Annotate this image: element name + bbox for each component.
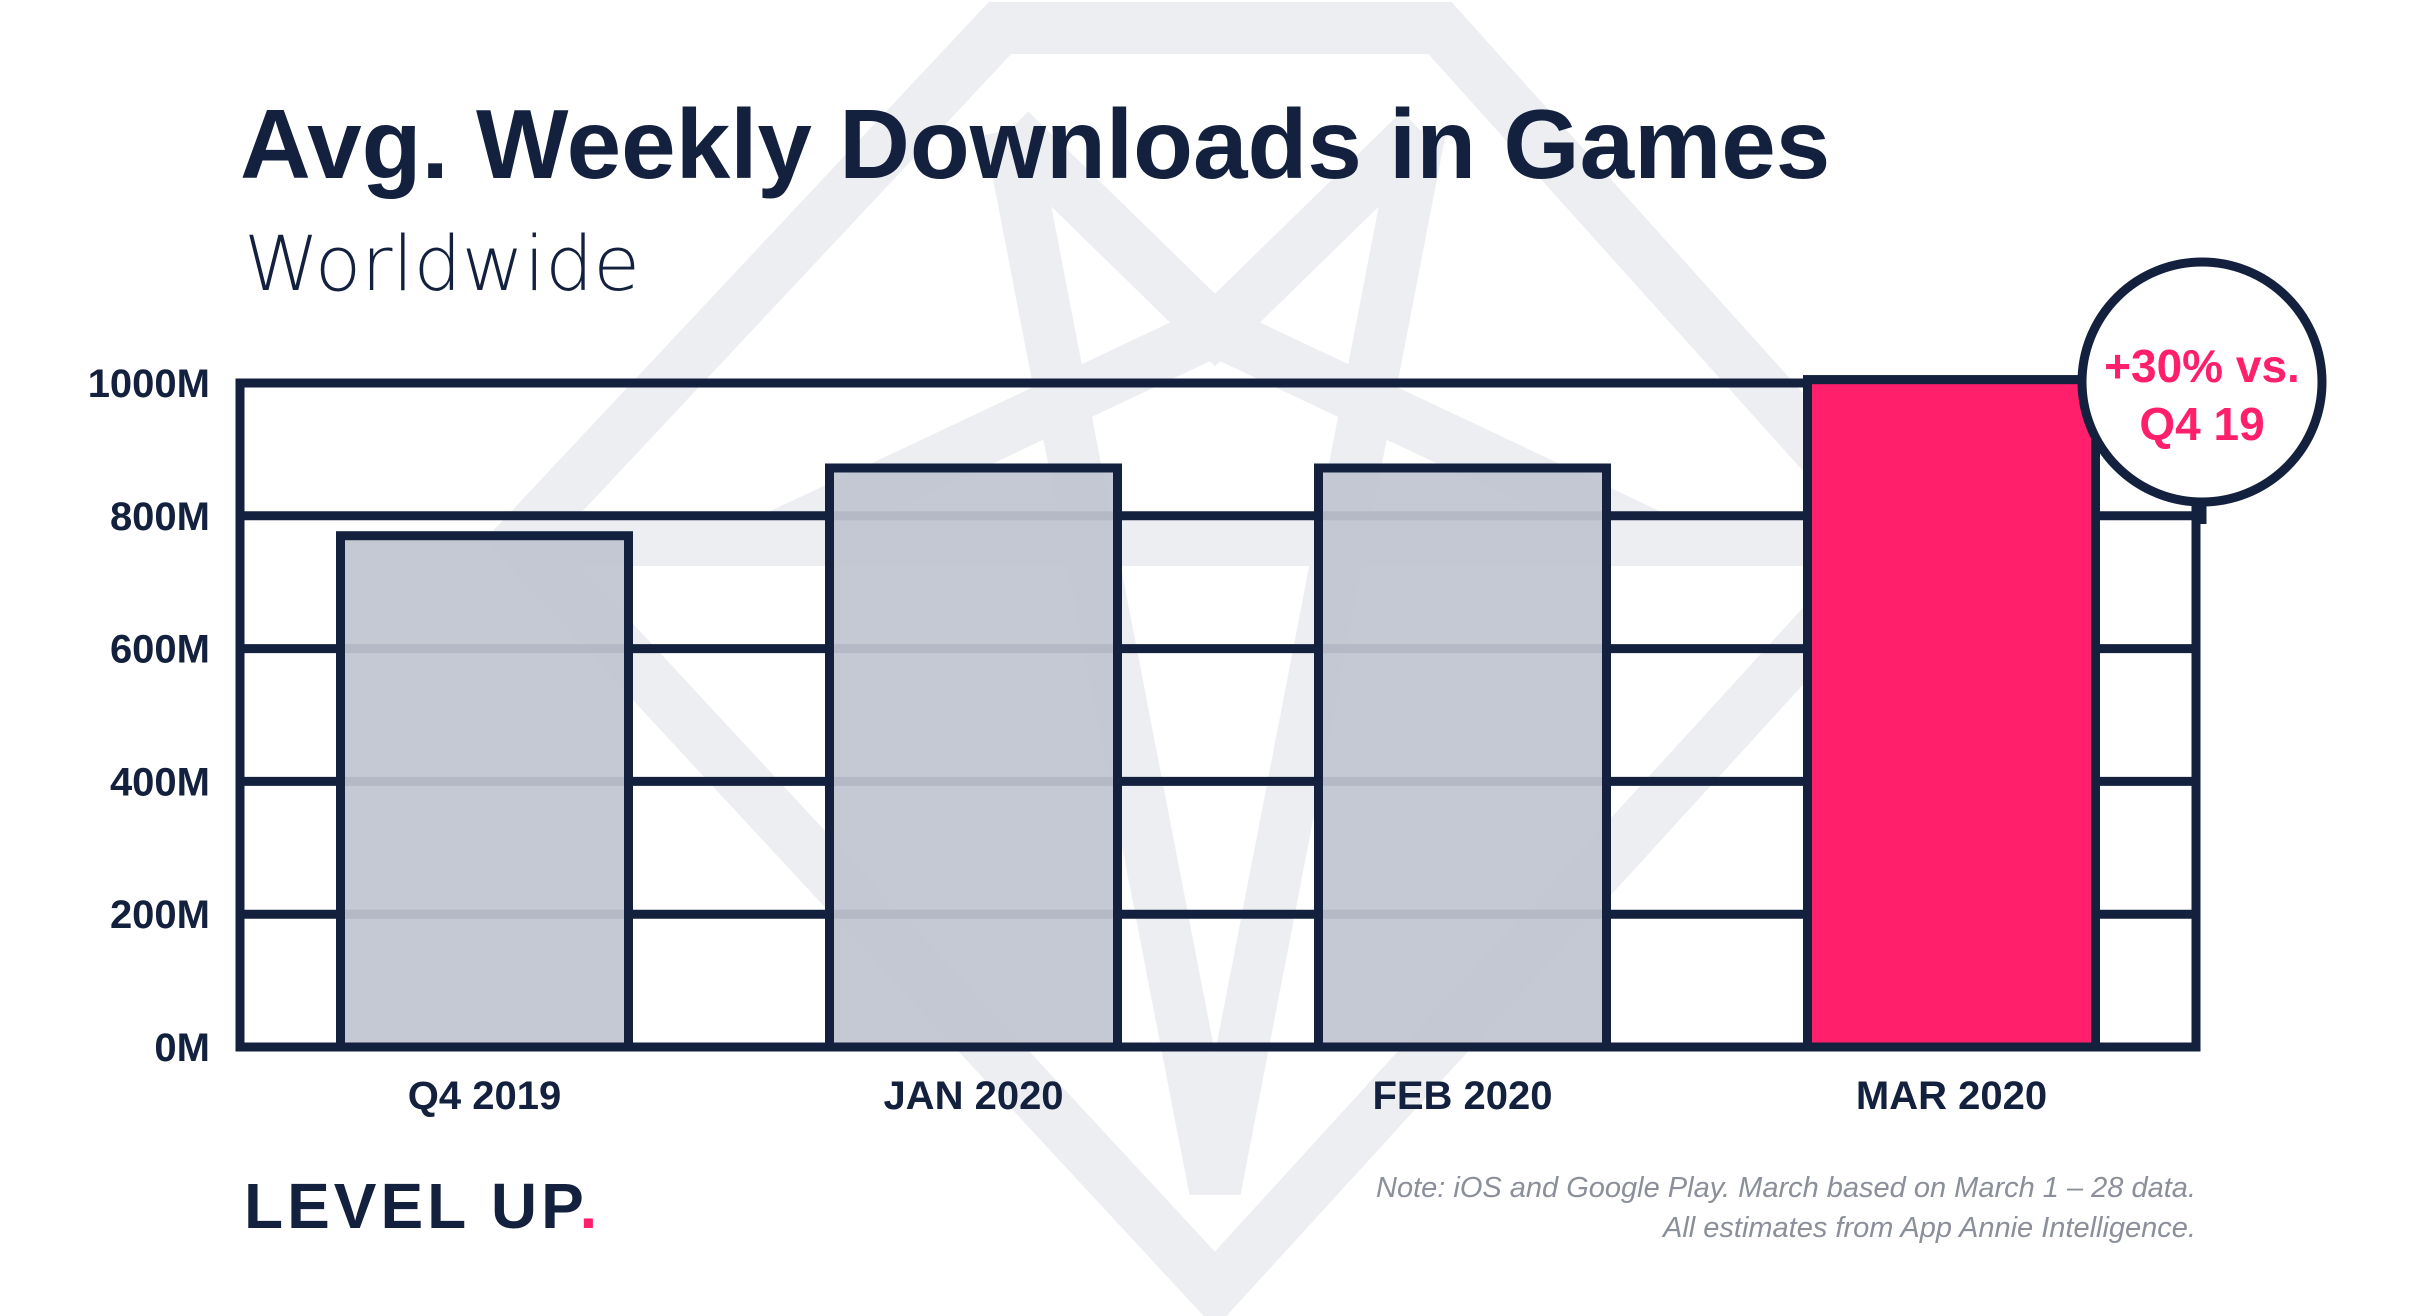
footnote-line2: All estimates from App Annie Intelligenc… xyxy=(1661,1212,2196,1244)
x-axis-ticks: Q4 2019 JAN 2020 FEB 2020 MAR 2020 xyxy=(408,1074,2047,1118)
chart-title: Avg. Weekly Downloads in Games xyxy=(240,89,1830,199)
annotation-circle xyxy=(2077,257,2327,507)
footnote-line1: Note: iOS and Google Play. March based o… xyxy=(1376,1172,2196,1204)
y-tick-label: 400M xyxy=(110,760,210,804)
x-tick-label: JAN 2020 xyxy=(883,1074,1063,1118)
diamond-watermark-icon xyxy=(484,1,1936,1316)
annotation-line1: +30% vs. xyxy=(2104,340,2300,392)
level-up-logo: LEVEL UP. xyxy=(244,1170,601,1242)
annotation-bubble: +30% vs. Q4 19 xyxy=(2077,257,2327,524)
x-tick-label: FEB 2020 xyxy=(1372,1074,1552,1118)
y-tick-label: 200M xyxy=(110,893,210,937)
bar-feb-2020 xyxy=(1314,463,1611,1052)
bar-jan-2020 xyxy=(825,463,1122,1052)
logo-dot: . xyxy=(580,1170,602,1242)
y-axis-ticks: 0M 200M 400M 600M 800M 1000M xyxy=(88,362,210,1070)
chart-subtitle: Worldwide xyxy=(244,219,640,308)
annotation-line2: Q4 19 xyxy=(2139,398,2264,450)
logo-wordmark: LEVEL UP xyxy=(244,1170,582,1242)
y-tick-label: 600M xyxy=(110,628,210,672)
y-tick-label: 800M xyxy=(110,495,210,539)
bar-highlight-overlay xyxy=(1803,375,2100,1052)
plot-frame xyxy=(235,375,2201,1052)
y-tick-label: 1000M xyxy=(88,362,210,406)
bar-q4-2019 xyxy=(336,531,633,1052)
y-tick-label: 0M xyxy=(154,1026,210,1070)
x-tick-label: Q4 2019 xyxy=(408,1074,561,1118)
logo-text: LEVEL UP. xyxy=(244,1170,601,1242)
x-tick-label: MAR 2020 xyxy=(1856,1074,2047,1118)
